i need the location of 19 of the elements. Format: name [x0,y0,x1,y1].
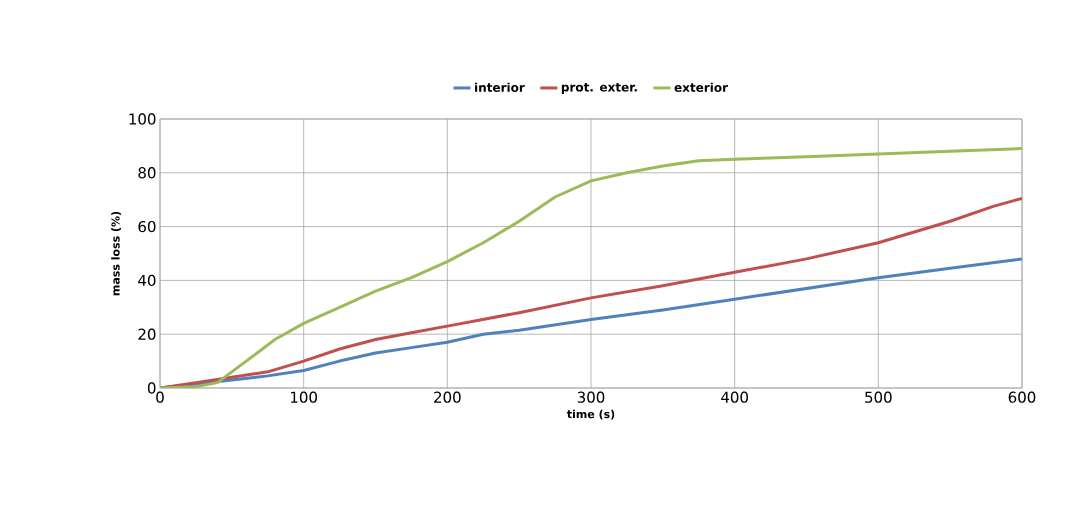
x-tick-label: 200 [434,391,461,403]
line-series [160,147,1022,388]
x-axis-title: time (s) [566,409,615,420]
x-tick-label: 600 [1008,391,1036,403]
y-tick-label: 100 [129,113,156,125]
x-tick-label: 300 [577,391,605,403]
y-tick-label: 20 [138,328,156,340]
x-tick-label: 0 [156,391,164,403]
legend-label: prot. exter. [561,83,637,94]
y-tick-label: 80 [138,167,156,179]
y-tick-label: 40 [138,274,156,287]
y-tick-label: 60 [138,220,156,233]
x-tick-label: 100 [291,391,317,403]
y-tick-label: 0 [147,382,156,394]
x-tick-label: 400 [721,391,748,403]
y-axis-title: mass loss (%) [111,211,121,296]
x-tick-label: 500 [865,391,892,403]
legend-label: interior [475,82,525,92]
legend-label: exterior [674,82,728,92]
